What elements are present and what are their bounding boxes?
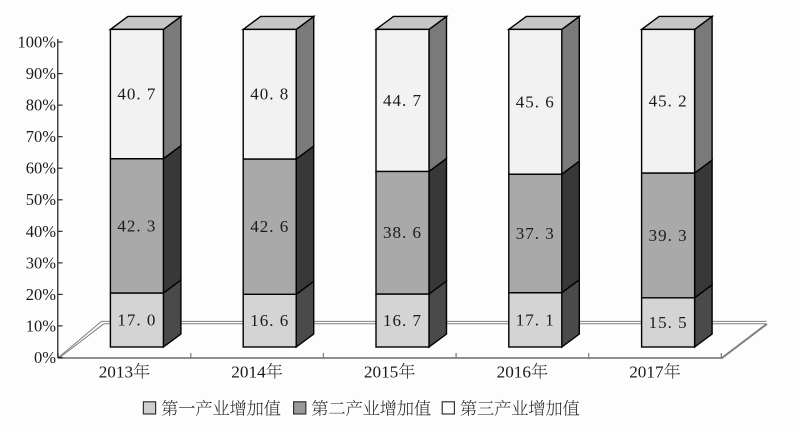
svg-text:17. 1: 17. 1	[516, 310, 555, 329]
svg-text:90%: 90%	[26, 64, 57, 83]
svg-text:16. 7: 16. 7	[383, 311, 422, 330]
svg-text:30%: 30%	[26, 253, 57, 272]
svg-text:42. 3: 42. 3	[117, 216, 156, 235]
svg-text:2017: 2017	[629, 363, 664, 382]
svg-text:38. 6: 38. 6	[383, 223, 422, 242]
svg-text:45. 6: 45. 6	[516, 92, 555, 111]
svg-text:50%: 50%	[26, 190, 57, 209]
svg-text:39. 3: 39. 3	[649, 226, 688, 245]
svg-text:40. 8: 40. 8	[250, 85, 289, 104]
svg-text:2015: 2015	[364, 363, 398, 382]
svg-text:20%: 20%	[26, 285, 57, 304]
svg-text:70%: 70%	[26, 127, 57, 146]
svg-text:40. 7: 40. 7	[117, 85, 156, 104]
svg-text:45. 2: 45. 2	[649, 92, 688, 111]
svg-text:37. 3: 37. 3	[516, 224, 555, 243]
svg-text:40%: 40%	[26, 222, 57, 241]
svg-text:80%: 80%	[26, 96, 57, 115]
svg-text:2016: 2016	[497, 363, 532, 382]
svg-text:16. 6: 16. 6	[250, 311, 289, 330]
svg-text:17. 0: 17. 0	[117, 311, 156, 330]
svg-text:15. 5: 15. 5	[649, 313, 688, 332]
svg-text:42. 6: 42. 6	[250, 217, 289, 236]
svg-text:44. 7: 44. 7	[383, 91, 422, 110]
svg-text:0%: 0%	[34, 348, 56, 367]
svg-text:2013: 2013	[99, 363, 133, 382]
svg-text:10%: 10%	[26, 316, 57, 335]
svg-text:100%: 100%	[18, 33, 57, 52]
svg-text:60%: 60%	[26, 159, 57, 178]
svg-text:2014: 2014	[231, 363, 266, 382]
